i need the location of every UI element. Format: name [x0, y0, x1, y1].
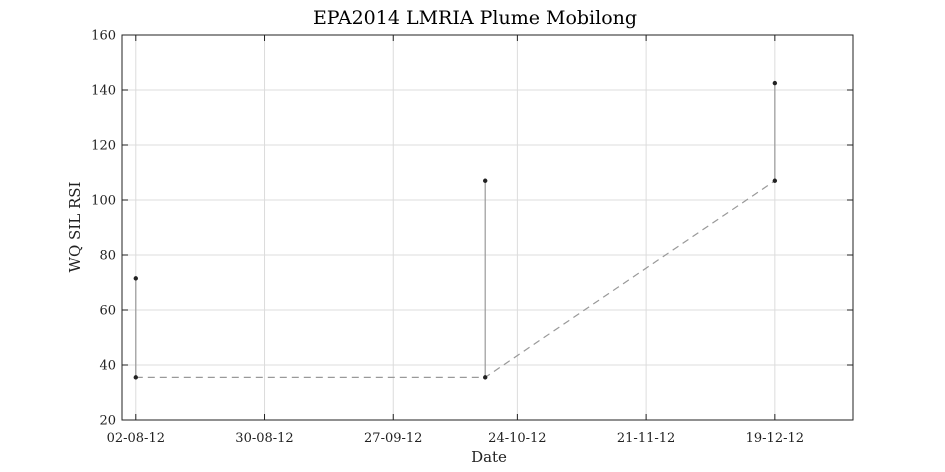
data-point: [133, 375, 138, 380]
series-layer: [133, 80, 778, 380]
data-point: [483, 178, 488, 183]
x-tick-label: 02-08-12: [107, 431, 165, 446]
chart-title: EPA2014 LMRIA Plume Mobilong: [313, 7, 637, 29]
y-axis-label: WQ SIL RSI: [66, 181, 84, 272]
series-line: [135, 180, 776, 378]
y-tick-label: 100: [91, 194, 116, 209]
axes-box: [121, 34, 854, 421]
x-tick-label: 19-12-12: [746, 431, 804, 446]
x-tick-label: 24-10-12: [488, 431, 546, 446]
data-point: [133, 276, 138, 281]
x-tick-label: 30-08-12: [235, 431, 293, 446]
y-tick-label: 40: [99, 359, 116, 374]
y-tick-label: 20: [99, 414, 116, 429]
y-tick-label: 160: [91, 29, 116, 44]
data-point: [772, 178, 778, 183]
y-tick-label: 60: [99, 304, 116, 319]
x-axis-label: Date: [471, 448, 507, 466]
y-tick-label: 140: [91, 84, 116, 99]
x-tick-label: 21-11-12: [617, 431, 675, 446]
y-tick-label: 80: [99, 249, 116, 264]
data-point: [483, 375, 488, 380]
tick-layer: 20 40 60 80 100 120 140 160 02-08-12 30-08-12 27-0…: [91, 29, 853, 446]
x-tick-label: 27-09-12: [364, 431, 422, 446]
data-point: [772, 80, 778, 86]
y-tick-label: 120: [91, 139, 116, 154]
grid-layer: [122, 34, 853, 421]
